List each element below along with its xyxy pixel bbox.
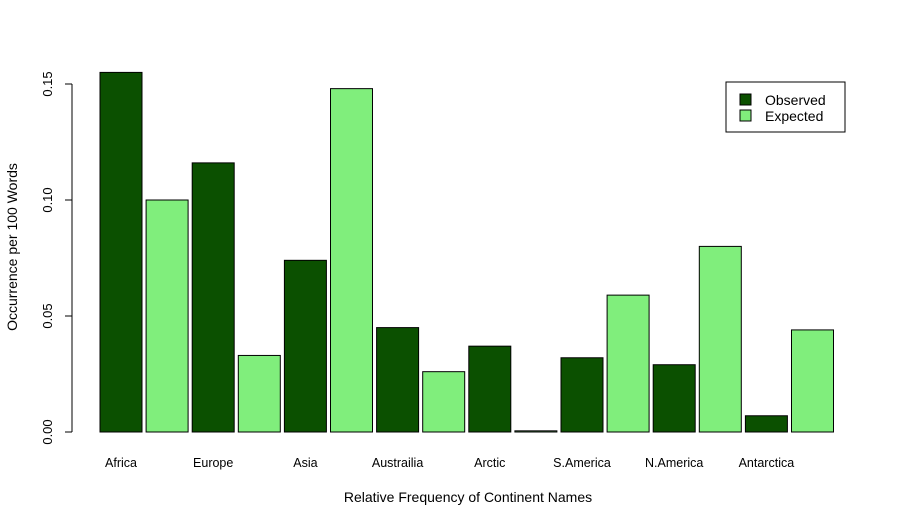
category-labels: Africa Europe Asia Austrailia Arctic S.Americ…: [105, 456, 794, 470]
legend-swatch-expected: [739, 109, 752, 122]
bar-observed-asia: [283, 259, 327, 433]
legend: Observed Expected: [725, 81, 846, 133]
bars: [99, 71, 834, 433]
bar-observed-africa: [99, 71, 143, 433]
bar-observed-namerica: [652, 364, 696, 433]
bar-observed-samerica: [560, 357, 604, 433]
category-label: N.America: [645, 456, 703, 470]
legend-swatch-observed: [739, 93, 752, 106]
legend-label-expected: Expected: [765, 108, 823, 124]
y-tick-label: 0.15: [40, 71, 55, 96]
y-tick-label: 0.10: [40, 187, 55, 212]
category-label: Europe: [193, 456, 233, 470]
bar-observed-europe: [191, 162, 235, 433]
category-label: Antarctica: [739, 456, 795, 470]
y-axis-title: Occurrence per 100 Words: [4, 163, 20, 331]
x-axis-title: Relative Frequency of Continent Names: [344, 489, 592, 505]
bar-observed-austrailia: [376, 327, 420, 433]
bar-expected-samerica: [606, 294, 650, 433]
legend-box: [725, 81, 846, 133]
category-label: Africa: [105, 456, 137, 470]
bar-observed-arctic: [468, 345, 512, 433]
bar-observed-antarctica: [744, 415, 788, 433]
y-tick-label: 0.05: [40, 303, 55, 328]
bar-expected-antarctica: [791, 329, 834, 433]
bar-expected-europe: [237, 354, 281, 433]
category-label: S.America: [553, 456, 611, 470]
category-label: Austrailia: [372, 456, 423, 470]
y-tick-label: 0.00: [40, 419, 55, 444]
bar-expected-africa: [145, 199, 189, 433]
bar-expected-austrailia: [422, 371, 466, 433]
y-axis: 0.00 0.05 0.10 0.15: [40, 71, 73, 445]
legend-label-observed: Observed: [765, 92, 826, 108]
category-label: Asia: [293, 456, 317, 470]
category-label: Arctic: [474, 456, 505, 470]
bar-expected-namerica: [698, 245, 742, 433]
bar-expected-asia: [330, 88, 373, 433]
bar-expected-arctic: [514, 430, 558, 433]
